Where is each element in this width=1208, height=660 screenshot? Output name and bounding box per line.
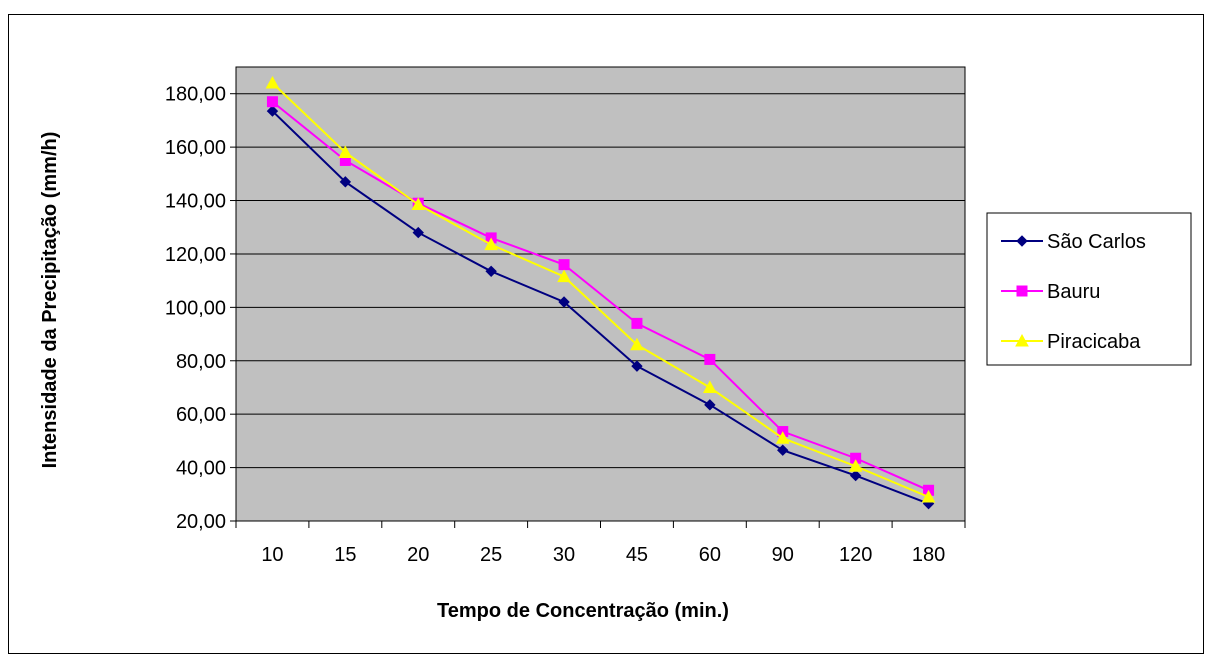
data-point [921, 489, 936, 503]
series-line [271, 110, 929, 505]
data-point [848, 459, 863, 472]
x-tick-label: 45 [626, 544, 648, 566]
data-point [703, 380, 717, 393]
series-line [271, 82, 929, 498]
y-tick-label: 140,00 [165, 191, 226, 213]
data-point [265, 75, 280, 89]
data-point [631, 317, 643, 329]
data-point [631, 360, 643, 372]
x-axis-title: Tempo de Concentração (min.) [437, 600, 729, 622]
data-point [484, 237, 498, 251]
y-axis: 20,00 40,00 60,00 80,00 100,00 120,00 140,00 16… [165, 84, 236, 533]
data-point [557, 269, 571, 283]
legend-marker [1016, 285, 1028, 297]
legend-label: São Carlos [1047, 231, 1146, 253]
data-point [849, 469, 862, 482]
data-point [704, 399, 716, 411]
x-tick-label: 15 [334, 544, 356, 566]
grid-lines [236, 93, 965, 469]
legend-marker [1015, 333, 1029, 347]
y-tick-label: 120,00 [165, 244, 226, 266]
y-tick-label: 20,00 [176, 511, 226, 533]
data-point [338, 145, 353, 158]
data-point [558, 296, 570, 308]
x-axis: 10 15 20 25 30 45 60 90 120 180 [235, 521, 966, 566]
data-point [412, 226, 424, 239]
data-point [777, 444, 789, 456]
legend: São Carlos Bauru Piracicaba [986, 212, 1192, 366]
legend-item: Piracicaba [1001, 331, 1141, 353]
data-point [630, 337, 644, 351]
y-tick-label: 80,00 [176, 351, 226, 373]
data-point [266, 105, 279, 117]
x-tick-label: 20 [407, 544, 429, 566]
series-0 [266, 105, 935, 510]
legend-label: Piracicaba [1047, 331, 1141, 353]
data-point [558, 259, 570, 271]
legend-label: Bauru [1047, 281, 1100, 303]
y-axis-title: Intensidade da Precipitação (mm/h) [39, 132, 61, 469]
x-tick-label: 10 [261, 544, 283, 566]
legend-marker [1016, 235, 1028, 247]
series-group [265, 75, 936, 510]
data-point [339, 176, 352, 188]
x-tick-label: 90 [772, 544, 794, 566]
data-point [266, 96, 278, 108]
legend-item: São Carlos [1001, 231, 1146, 253]
y-tick-label: 40,00 [176, 458, 226, 480]
series-2 [265, 75, 936, 503]
data-point [485, 265, 497, 278]
data-point [704, 353, 716, 365]
x-tick-label: 30 [553, 544, 575, 566]
data-point [775, 431, 790, 444]
x-tick-label: 180 [912, 544, 945, 566]
y-tick-label: 180,00 [165, 84, 226, 106]
legend-item: Bauru [1001, 281, 1100, 303]
y-tick-label: 100,00 [165, 297, 226, 319]
data-point [411, 197, 426, 211]
x-tick-label: 60 [699, 544, 721, 566]
y-tick-label: 160,00 [165, 137, 226, 159]
series-line [271, 100, 929, 492]
x-tick-label: 120 [839, 544, 872, 566]
x-tick-label: 25 [480, 544, 502, 566]
y-tick-label: 60,00 [176, 404, 226, 426]
